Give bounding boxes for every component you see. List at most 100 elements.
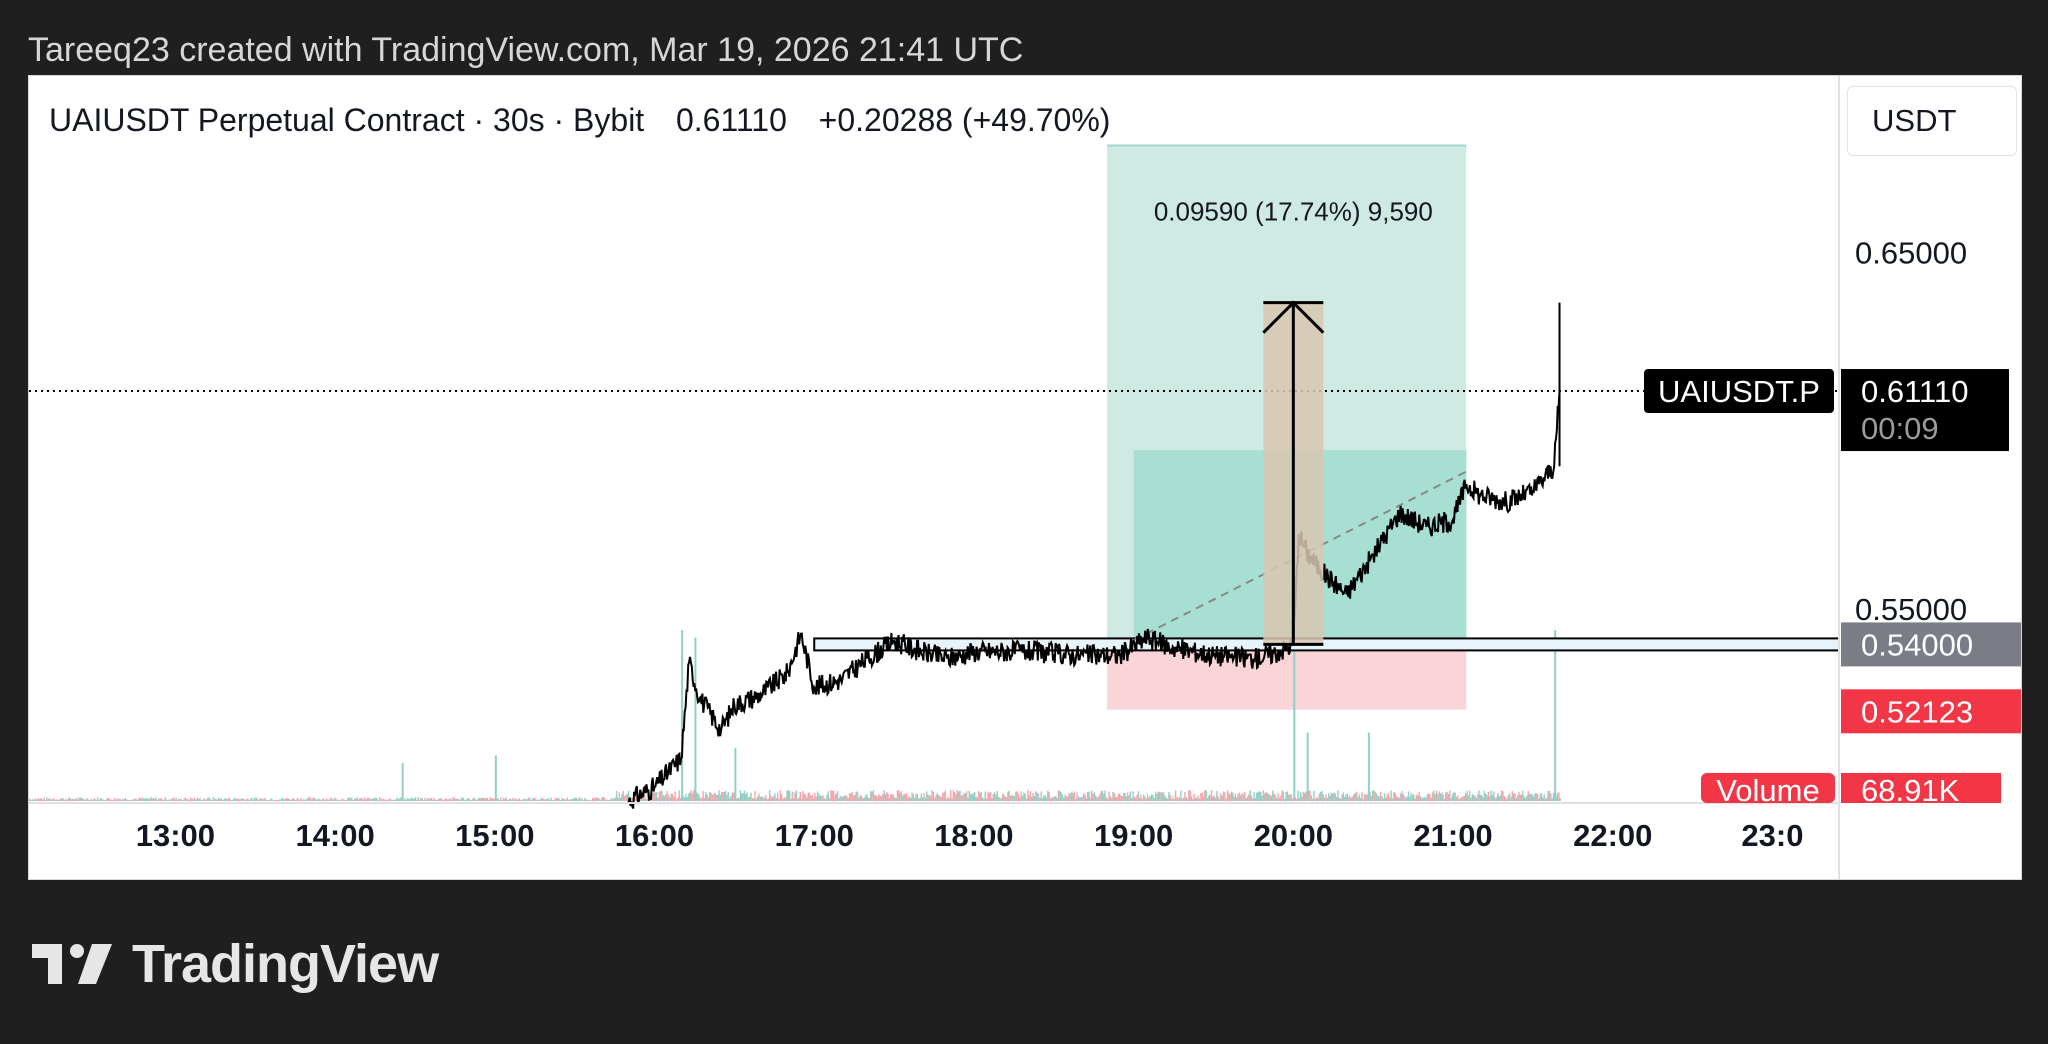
volume-bar bbox=[425, 799, 428, 801]
volume-bar bbox=[739, 790, 742, 801]
volume-bar bbox=[1184, 792, 1186, 801]
level-price-tag[interactable] bbox=[1841, 622, 2021, 667]
tradingview-wordmark: TradingView bbox=[132, 934, 439, 994]
volume-bar bbox=[468, 798, 470, 801]
price-line[interactable] bbox=[627, 391, 1561, 809]
volume-bar bbox=[1103, 793, 1105, 801]
volume-bar bbox=[1224, 792, 1226, 801]
volume-bar bbox=[283, 799, 285, 801]
volume-bar bbox=[259, 798, 261, 801]
volume-bar bbox=[729, 798, 731, 801]
volume-bar bbox=[1495, 797, 1498, 801]
volume-bar bbox=[1180, 790, 1182, 801]
volume-bar bbox=[152, 797, 155, 801]
volume-bar bbox=[166, 800, 168, 801]
volume-bar bbox=[775, 797, 778, 801]
volume-bar bbox=[997, 796, 1000, 801]
volume-bar bbox=[1358, 794, 1360, 801]
volume-bar bbox=[1233, 796, 1235, 801]
volume-bar bbox=[1347, 797, 1350, 801]
volume-bar bbox=[47, 798, 50, 801]
volume-bar bbox=[1350, 797, 1352, 801]
volume-bar bbox=[62, 797, 64, 801]
volume-bar bbox=[1433, 790, 1435, 801]
volume-bar bbox=[1027, 790, 1029, 801]
volume-bar bbox=[1543, 794, 1545, 801]
volume-bar bbox=[136, 799, 139, 801]
volume-bar bbox=[872, 790, 875, 801]
volume-bar bbox=[1262, 790, 1265, 801]
volume-bar bbox=[504, 798, 506, 801]
symbol-tag[interactable] bbox=[1644, 369, 1834, 414]
volume-bar bbox=[1390, 790, 1392, 801]
volume-bar bbox=[1197, 795, 1199, 801]
symbol-legend[interactable]: UAIUSDT Perpetual Contract · 30s · Bybit… bbox=[49, 100, 1110, 140]
volume-bar bbox=[895, 797, 897, 801]
volume-bar bbox=[289, 799, 292, 801]
volume-bar bbox=[1121, 796, 1124, 801]
volume-bar bbox=[1209, 795, 1211, 801]
volume-bar bbox=[453, 797, 455, 801]
volume-bar bbox=[609, 799, 611, 801]
symbol-description[interactable]: UAIUSDT Perpetual Contract · 30s · Bybit bbox=[49, 102, 645, 138]
volume-bar bbox=[1294, 797, 1297, 801]
volume-bar bbox=[1109, 796, 1112, 801]
volume-bar bbox=[319, 799, 321, 801]
volume-bar bbox=[1075, 798, 1077, 801]
volume-bar bbox=[315, 799, 317, 801]
volume-bar bbox=[583, 797, 586, 801]
volume-bar bbox=[840, 796, 843, 801]
volume-bar bbox=[1370, 796, 1372, 801]
volume-bar bbox=[779, 790, 782, 801]
volume-bar bbox=[208, 797, 211, 801]
volume-bar bbox=[30, 799, 32, 801]
volume-bar bbox=[1004, 796, 1006, 801]
volume-bar bbox=[1217, 796, 1219, 801]
volume-bar bbox=[1174, 790, 1177, 801]
volume-bar bbox=[846, 796, 848, 801]
last-price-tag[interactable] bbox=[1841, 369, 2009, 452]
volume-bar bbox=[774, 793, 776, 801]
volume-bar bbox=[352, 799, 354, 801]
volume-bar bbox=[1540, 792, 1543, 801]
volume-bar bbox=[1349, 795, 1351, 801]
volume-bar bbox=[610, 797, 612, 801]
volume-bar bbox=[701, 797, 703, 801]
volume-bar bbox=[122, 798, 124, 801]
volume-bar bbox=[654, 792, 656, 801]
volume-bar bbox=[99, 798, 101, 801]
volume-bar bbox=[1249, 790, 1251, 801]
volume-bar bbox=[484, 798, 486, 801]
volume-bar bbox=[947, 796, 949, 801]
volume-bar bbox=[1035, 791, 1037, 801]
stop-price-tag[interactable] bbox=[1841, 689, 2021, 734]
volume-bar bbox=[150, 797, 152, 801]
volume-bar bbox=[1450, 798, 1452, 801]
volume-bar bbox=[469, 799, 471, 801]
volume-bar bbox=[923, 793, 925, 801]
volume-bar bbox=[1272, 790, 1274, 801]
volume-bar bbox=[1366, 794, 1368, 801]
volume-bar bbox=[564, 798, 566, 801]
volume-bar bbox=[516, 799, 518, 801]
volume-bar bbox=[1346, 793, 1348, 801]
volume-bar bbox=[581, 798, 583, 801]
volume-bar bbox=[1115, 797, 1117, 801]
volume-bar bbox=[514, 798, 517, 801]
volume-bar bbox=[731, 792, 734, 801]
price-chart[interactable]: 0.09590 (17.74%) 9,590 0.650000.550000.5… bbox=[29, 76, 2021, 879]
volume-bar bbox=[281, 797, 284, 801]
volume-bar bbox=[1105, 797, 1108, 801]
volume-bar bbox=[135, 798, 137, 801]
volume-bar bbox=[911, 792, 913, 801]
volume-bar bbox=[718, 790, 720, 801]
volume-bar bbox=[790, 798, 792, 801]
volume-bar bbox=[1559, 798, 1561, 801]
volume-bar bbox=[1077, 796, 1080, 801]
volume-bar bbox=[498, 800, 501, 801]
currency-button[interactable]: USDT bbox=[1847, 86, 2017, 156]
volume-bar bbox=[1055, 795, 1057, 801]
legend-last-price: 0.61110 bbox=[675, 102, 787, 138]
chart-panel[interactable]: 0.09590 (17.74%) 9,590 0.650000.550000.5… bbox=[28, 75, 2022, 880]
volume-bar bbox=[1170, 798, 1173, 801]
